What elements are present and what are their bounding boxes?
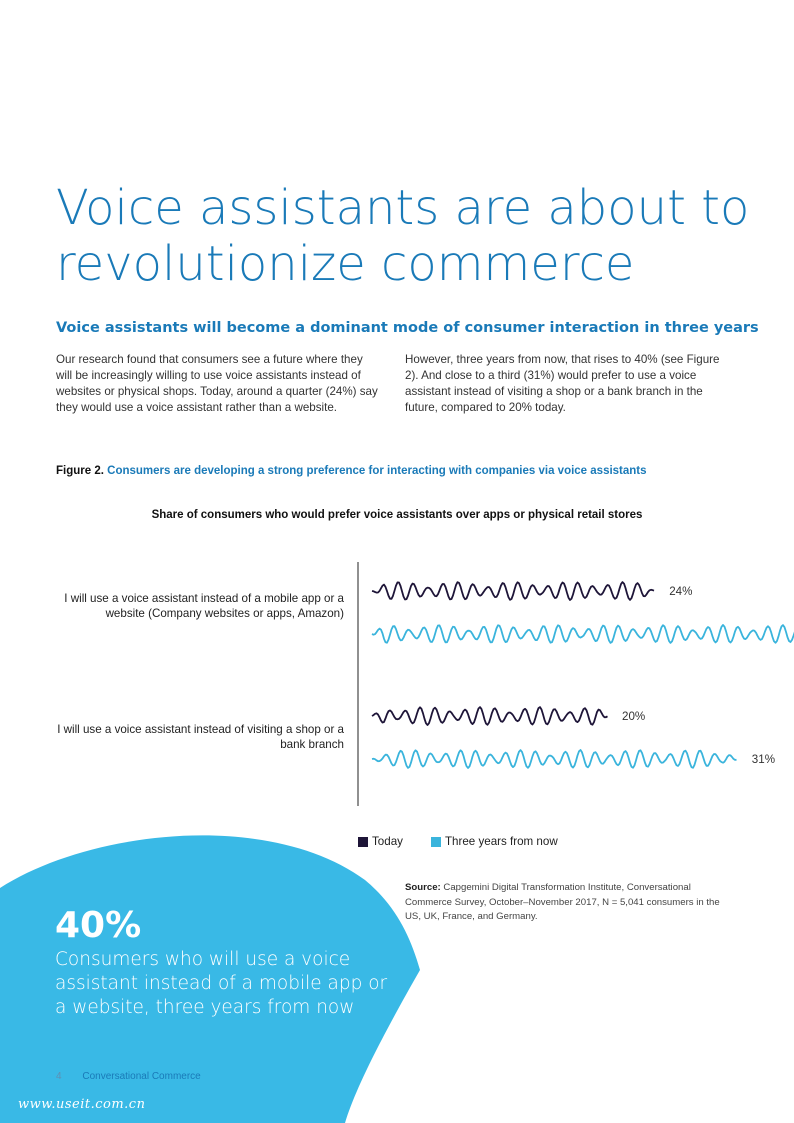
callout-description: Consumers who will use a voice assistant… bbox=[55, 949, 388, 1018]
source-note: Source: Capgemini Digital Transformation… bbox=[405, 881, 735, 925]
category-label-app-website: I will use a voice assistant instead of … bbox=[64, 592, 344, 620]
chart-legend: Today Three years from now bbox=[358, 835, 586, 848]
page-subtitle: Voice assistants will become a dominant … bbox=[56, 320, 759, 336]
bar-today-cat2 bbox=[371, 706, 608, 726]
footer-page-number: 4 bbox=[56, 1071, 62, 1082]
page-footer: 4 Conversational Commerce bbox=[56, 1071, 201, 1082]
bar-today-cat1 bbox=[371, 581, 655, 601]
data-label-three-years-cat2: 31% bbox=[752, 753, 775, 766]
category-label-shop-bank: I will use a voice assistant instead of … bbox=[57, 723, 344, 751]
legend-item-three-years: Three years from now bbox=[430, 835, 558, 848]
source-text: Capgemini Digital Transformation Institu… bbox=[405, 882, 720, 922]
callout-statistic: 40% bbox=[55, 905, 142, 946]
bar-three-years-cat2 bbox=[371, 749, 737, 769]
figure-caption-text: Consumers are developing a strong prefer… bbox=[107, 465, 647, 477]
watermark: www.useit.com.cn bbox=[18, 1097, 146, 1112]
figure-caption: Figure 2. Consumers are developing a str… bbox=[56, 465, 756, 477]
legend-label-three-years: Three years from now bbox=[444, 835, 558, 848]
legend-swatch-today bbox=[358, 836, 368, 847]
page-title: Voice assistants are about to revolution… bbox=[56, 180, 750, 292]
legend-item-today: Today bbox=[358, 835, 403, 848]
data-label-today-cat2: 20% bbox=[622, 710, 645, 723]
source-label: Source: bbox=[405, 882, 441, 893]
footer-title: Conversational Commerce bbox=[82, 1071, 201, 1082]
legend-swatch-three-years bbox=[430, 836, 441, 847]
legend-label-today: Today bbox=[372, 835, 403, 848]
bar-three-years-cat1 bbox=[371, 624, 794, 644]
body-paragraph-2: However, three years from now, that rise… bbox=[405, 353, 720, 414]
body-paragraph-1: Our research found that consumers see a … bbox=[56, 353, 378, 414]
data-label-today-cat1: 24% bbox=[669, 585, 692, 598]
chart-title: Share of consumers who would prefer voic… bbox=[151, 509, 643, 521]
figure-number: Figure 2. bbox=[56, 465, 104, 477]
